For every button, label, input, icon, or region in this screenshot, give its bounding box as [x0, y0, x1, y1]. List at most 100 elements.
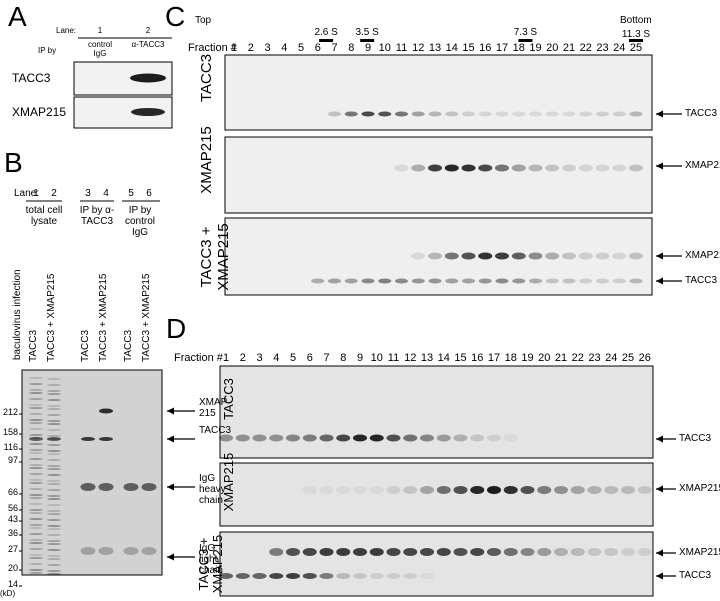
band: [495, 164, 509, 172]
band: [461, 252, 476, 260]
band: [47, 510, 61, 512]
group-label: IP by control IgG: [124, 205, 155, 238]
standard-bar: [319, 39, 334, 42]
band: [386, 434, 401, 442]
band: [47, 513, 61, 515]
band: [141, 483, 157, 491]
band: [462, 278, 475, 284]
annotation: XMAP 215: [199, 397, 228, 419]
band: [47, 429, 61, 431]
band: [361, 111, 375, 117]
band: [29, 548, 43, 550]
fraction-number: 12: [404, 352, 417, 364]
band: [420, 548, 434, 556]
band: [411, 252, 426, 260]
band: [99, 437, 113, 441]
standard-bar: [518, 39, 533, 42]
infection-header: baculovirus infection: [12, 269, 23, 360]
band: [403, 486, 418, 494]
band: [29, 419, 43, 421]
arrow-head: [656, 162, 663, 170]
band: [29, 428, 43, 430]
band: [29, 377, 43, 379]
band: [319, 573, 334, 579]
band: [621, 548, 635, 556]
row-label: XMAP215: [198, 126, 215, 194]
band: [378, 278, 392, 284]
band: [562, 111, 576, 117]
fraction-number: 4: [273, 352, 280, 364]
standard-label: 3.5 S: [355, 27, 379, 38]
fraction-number: 22: [579, 42, 592, 54]
band: [219, 434, 233, 442]
band: [453, 486, 468, 494]
band: [47, 435, 61, 437]
band: [29, 563, 43, 565]
marker-unit: (kD): [0, 589, 16, 598]
arrow-head: [656, 435, 663, 443]
band: [369, 548, 384, 556]
band: [29, 554, 43, 556]
band: [47, 399, 61, 401]
band: [29, 494, 43, 496]
lane-number: 1: [97, 26, 103, 35]
fraction-number: 1: [222, 352, 230, 364]
fraction-number: 26: [638, 352, 651, 364]
band: [403, 548, 418, 556]
fraction-number: 12: [412, 42, 425, 54]
band: [511, 252, 526, 260]
band: [596, 111, 609, 117]
band: [378, 111, 392, 117]
fraction-number: 14: [437, 352, 450, 364]
band: [47, 483, 61, 485]
band: [478, 278, 492, 284]
row-label: XMAP215: [221, 452, 236, 511]
fraction-number: 14: [445, 42, 458, 54]
gel: [224, 136, 653, 214]
band: [98, 547, 114, 555]
panel-label: D: [166, 313, 187, 344]
gel: [219, 365, 654, 459]
row-label: TACC3 + XMAP215: [198, 222, 232, 291]
band: [570, 548, 585, 556]
marker-label: 212: [2, 407, 18, 417]
band: [369, 486, 384, 494]
band: [29, 509, 43, 511]
band: [420, 573, 434, 579]
band: [47, 437, 61, 441]
band: [353, 486, 367, 494]
band: [328, 111, 341, 117]
band: [47, 489, 61, 491]
band: [344, 278, 358, 284]
band: [461, 164, 476, 172]
fraction-number: 10: [370, 352, 383, 364]
annotation: IgG heavy chain: [199, 473, 226, 506]
marker-label: 27: [7, 544, 18, 554]
band: [302, 548, 317, 556]
fraction-number: 7: [323, 352, 330, 364]
band: [29, 503, 43, 505]
band: [47, 564, 61, 566]
band: [420, 434, 434, 442]
fraction-number: 9: [356, 352, 364, 364]
fraction-number: 8: [340, 352, 347, 364]
band: [47, 504, 61, 506]
band: [503, 434, 518, 442]
infection-label: TACC3: [80, 329, 91, 362]
fraction-number: 20: [546, 42, 559, 54]
band: [235, 434, 250, 442]
arrow-head: [656, 110, 663, 118]
band: [637, 548, 652, 556]
band: [579, 111, 593, 117]
fraction-number: 6: [314, 42, 321, 54]
fraction-number: 23: [596, 42, 609, 54]
annotation: XMAP215: [679, 547, 720, 558]
infection-label: TACC3 + XMAP215: [98, 273, 109, 362]
band: [302, 434, 317, 442]
row-label: TACC3 + XMAP215: [196, 534, 226, 594]
band: [29, 407, 43, 409]
band: [595, 164, 610, 172]
band: [47, 384, 61, 386]
ip-label: control IgG: [87, 40, 112, 58]
